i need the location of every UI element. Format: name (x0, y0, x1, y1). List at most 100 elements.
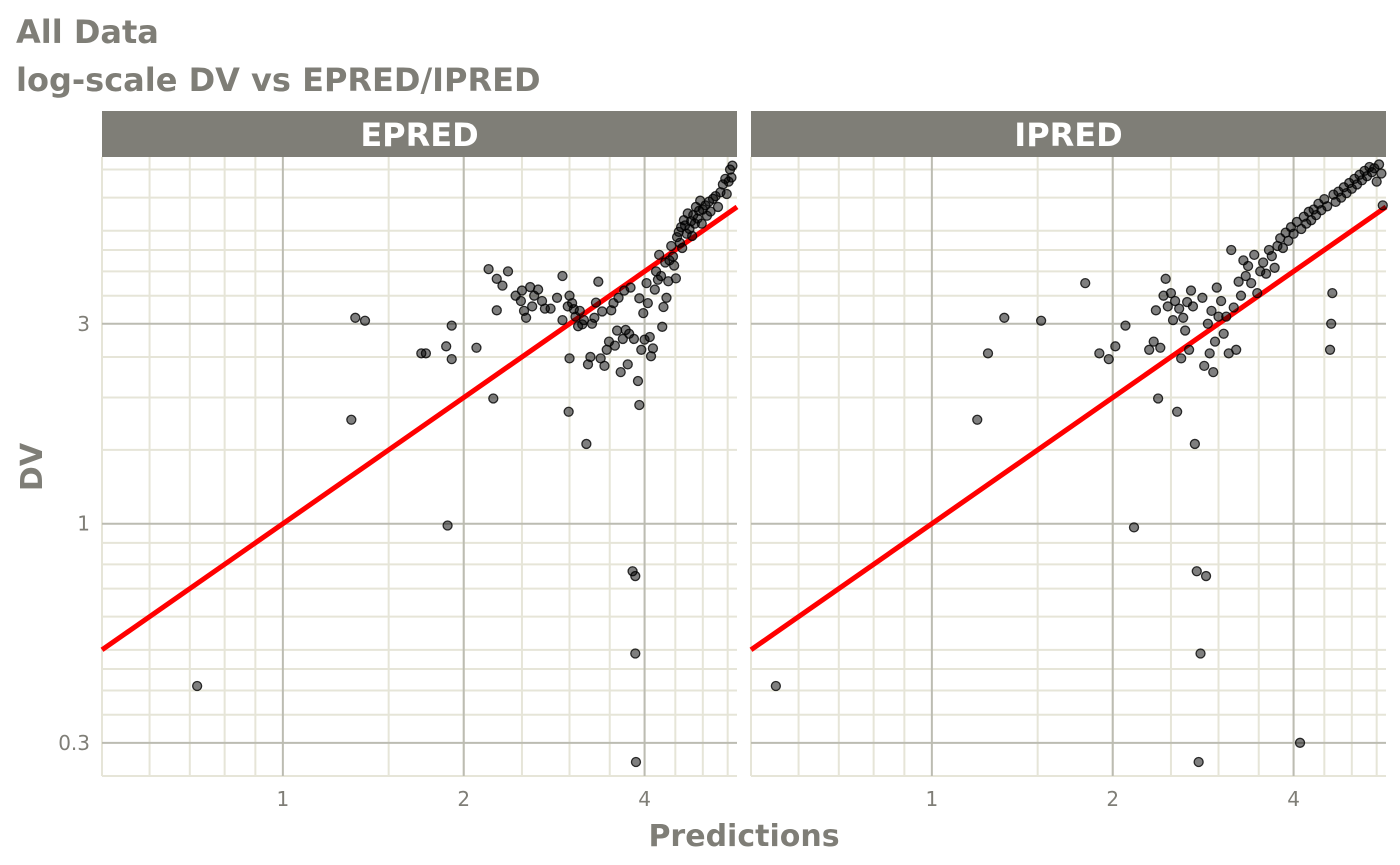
data-point (649, 284, 660, 295)
data-point (590, 297, 602, 308)
data-point (1218, 328, 1229, 339)
data-point (1373, 159, 1385, 170)
data-point (1148, 336, 1159, 347)
data-point (636, 344, 647, 355)
data-point (625, 282, 636, 293)
data-point (1235, 290, 1247, 301)
data-point (1202, 318, 1214, 329)
data-point (1144, 344, 1155, 355)
data-point (346, 414, 357, 425)
grid-epred (101, 157, 737, 777)
data-point (1322, 201, 1333, 212)
data-point (630, 570, 641, 582)
data-point (1195, 648, 1206, 659)
data-point (634, 293, 645, 304)
chart-subtitle: log-scale DV vs EPRED/IPRED (16, 61, 541, 99)
data-point (666, 240, 677, 252)
x-tick-label: 2 (457, 787, 470, 811)
data-point (677, 242, 688, 254)
data-point (597, 306, 608, 317)
data-point (613, 292, 624, 303)
data-point (1200, 570, 1212, 582)
strip-epred (102, 111, 737, 157)
data-point (1326, 318, 1337, 329)
data-point (1128, 522, 1140, 533)
data-point (1152, 393, 1164, 404)
data-point (1180, 325, 1191, 336)
data-point (670, 273, 682, 284)
data-point (972, 414, 983, 425)
data-point (1327, 287, 1338, 299)
identity-line-ipred (749, 204, 1388, 652)
data-point (491, 273, 502, 284)
data-point (564, 353, 575, 364)
chart-title: All Data (16, 13, 159, 51)
y-axis-ticks: 0.3 1 3 (58, 312, 90, 755)
data-point (1209, 336, 1221, 347)
data-point (515, 295, 527, 307)
data-point (657, 321, 668, 332)
data-point (1103, 353, 1114, 365)
panel-epred: EPRED 1 2 4 (100, 111, 739, 811)
x-tick-label: 1 (925, 787, 938, 811)
data-point (705, 206, 716, 217)
data-point (1221, 311, 1232, 322)
data-point (502, 266, 514, 277)
data-point (982, 348, 994, 359)
data-point (491, 305, 502, 316)
data-point (642, 297, 653, 309)
x-ticks-epred: 1 2 4 (276, 787, 650, 811)
data-point (191, 680, 203, 692)
data-point (1197, 292, 1208, 303)
data-point (1211, 282, 1222, 293)
data-point (999, 312, 1010, 323)
data-point (622, 359, 633, 370)
x-tick-label: 1 (276, 787, 289, 811)
data-point (638, 308, 649, 319)
data-point (532, 284, 544, 295)
strip-label-ipred: IPRED (1014, 116, 1122, 154)
data-point (630, 756, 642, 768)
data-point (1160, 273, 1171, 284)
x-tick-label: 4 (638, 787, 651, 811)
x-axis-title: Predictions (648, 819, 839, 854)
data-point (1185, 285, 1197, 296)
data-point (1231, 344, 1242, 355)
data-point (1150, 305, 1162, 316)
data-point (1249, 249, 1260, 261)
data-point (1288, 228, 1299, 239)
data-point (1277, 242, 1289, 254)
data-point (1191, 566, 1202, 577)
x-tick-label: 2 (1106, 787, 1119, 811)
data-point (585, 351, 596, 363)
data-point (557, 270, 568, 282)
data-point (483, 263, 494, 275)
data-point (1171, 406, 1183, 417)
points-epred (191, 160, 738, 768)
data-point (1233, 276, 1244, 287)
data-point (520, 312, 532, 323)
y-tick-label: 1 (77, 512, 90, 536)
data-point (667, 251, 679, 262)
data-point (696, 218, 707, 229)
x-ticks-ipred: 1 2 4 (925, 787, 1299, 811)
data-point (1266, 250, 1277, 262)
data-point (1110, 341, 1121, 352)
data-point (545, 303, 556, 314)
data-point (446, 353, 457, 365)
data-point (527, 301, 538, 312)
grid-ipred (750, 157, 1386, 777)
data-point (1178, 312, 1189, 323)
data-point (593, 276, 604, 287)
data-point (581, 438, 592, 450)
data-point (628, 333, 640, 345)
data-point (1226, 244, 1237, 256)
data-point (551, 292, 563, 303)
data-point (1376, 168, 1387, 179)
data-point (641, 277, 652, 289)
data-point (471, 342, 482, 353)
data-point (497, 280, 508, 291)
data-point (1193, 756, 1204, 768)
data-point (611, 325, 623, 336)
